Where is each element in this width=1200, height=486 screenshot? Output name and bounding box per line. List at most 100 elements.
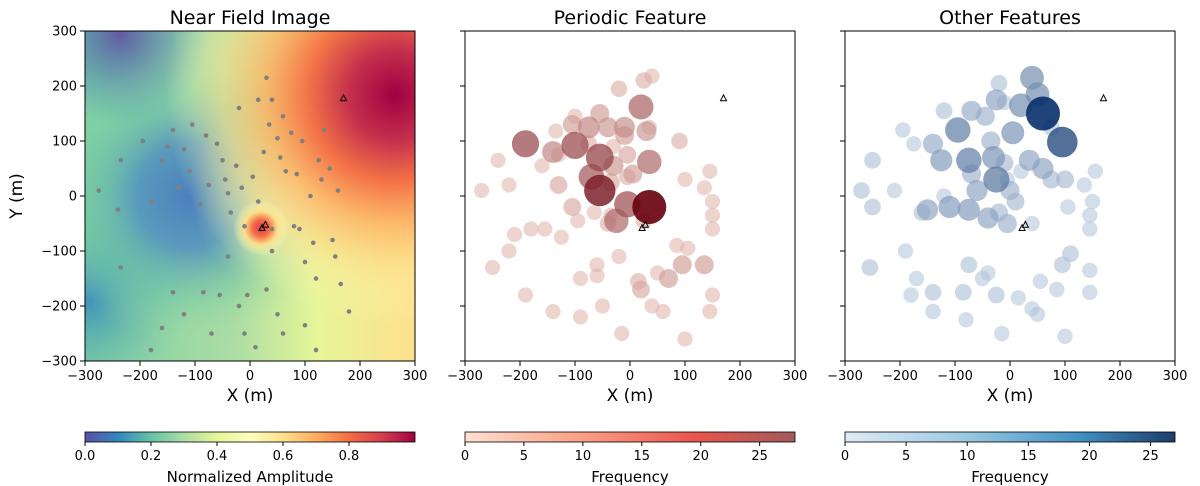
data-point	[549, 176, 568, 194]
station-point	[198, 201, 203, 207]
station-point	[115, 207, 121, 213]
data-point	[906, 136, 922, 152]
data-point	[585, 143, 614, 172]
x-tick-label: 300	[1163, 369, 1188, 384]
station-point	[217, 292, 223, 298]
station-point	[288, 130, 294, 136]
data-point	[517, 287, 534, 303]
data-point	[632, 190, 667, 224]
data-point	[864, 198, 881, 216]
data-point	[589, 268, 605, 284]
station-point	[118, 157, 124, 163]
data-point	[553, 229, 569, 245]
data-point	[1056, 170, 1074, 189]
colorbar-tick-label: 0.4	[207, 449, 228, 464]
heatmap-image	[85, 31, 415, 361]
station-markers	[96, 75, 352, 353]
station-point	[239, 185, 245, 191]
periodic-feature-panel	[473, 68, 728, 347]
data-point	[614, 116, 635, 138]
data-point	[704, 207, 721, 223]
x-tick-label: −300	[67, 369, 103, 384]
triangle-marker	[641, 220, 650, 228]
data-point	[484, 259, 501, 276]
data-point	[671, 132, 688, 150]
data-point	[577, 116, 600, 139]
data-point	[511, 130, 540, 158]
data-point	[908, 270, 925, 287]
station-point	[297, 226, 302, 232]
x-tick-label: 200	[1108, 369, 1133, 384]
data-point	[677, 171, 693, 188]
station-point	[233, 163, 239, 169]
near-field-panel	[85, 31, 415, 361]
data-point	[523, 221, 539, 237]
x-tick-label: 100	[1053, 369, 1078, 384]
station-point	[220, 157, 225, 163]
x-tick-label: −200	[502, 369, 538, 384]
station-point	[148, 199, 154, 204]
station-point	[332, 254, 338, 259]
x-tick-label: 100	[673, 369, 698, 384]
data-point	[589, 257, 605, 273]
data-point	[570, 213, 586, 229]
data-point	[473, 182, 490, 199]
y-tick-label: −100	[41, 245, 77, 260]
data-point	[956, 147, 982, 173]
station-point	[275, 311, 280, 317]
x-tick-label: −200	[882, 369, 918, 384]
data-point	[982, 146, 1005, 169]
colorbar-other-frequency	[844, 431, 1176, 443]
data-point	[542, 141, 564, 163]
colorbar-tick-label: 25	[751, 449, 768, 464]
data-point	[1084, 193, 1101, 210]
data-point	[1010, 290, 1026, 306]
station-point	[209, 331, 214, 336]
station-point	[294, 171, 300, 177]
colorbar-tick-label: 25	[1142, 449, 1159, 464]
x-tick-label: −100	[557, 369, 593, 384]
data-point	[974, 270, 991, 287]
x-axis-label: X (m)	[987, 386, 1034, 406]
station-point	[225, 190, 231, 196]
triangle-marker	[1021, 220, 1030, 228]
data-point	[990, 74, 1008, 92]
data-point	[1032, 273, 1049, 289]
colorbar-tick-label: 0.6	[273, 449, 294, 464]
data-point	[501, 243, 517, 259]
station-point	[214, 141, 220, 147]
axes-frames: −300 −200 −100 0 100 200 300 −300 −200 −100 0 100 20…	[41, 25, 1187, 385]
x-tick-label: −300	[447, 369, 483, 384]
station-point	[264, 287, 269, 292]
data-point	[954, 283, 972, 301]
x-tick-label: −200	[122, 369, 158, 384]
x-axis-label: X (m)	[227, 386, 274, 406]
station-point	[242, 331, 247, 336]
y-axis-label: Y (m)	[7, 173, 27, 220]
data-point	[696, 180, 712, 196]
data-point	[704, 193, 721, 210]
station-point	[225, 254, 231, 259]
colorbar-tick-label: 20	[692, 449, 709, 464]
data-point	[537, 221, 553, 237]
colorbar-amplitude	[84, 431, 416, 443]
data-point	[677, 331, 693, 347]
triangle-marker	[339, 93, 348, 102]
data-point	[925, 303, 941, 320]
data-point	[903, 287, 919, 303]
data-point	[1001, 121, 1025, 145]
station-point	[181, 146, 187, 152]
station-point	[244, 292, 250, 298]
x-tick-label: 200	[728, 369, 753, 384]
data-point	[632, 280, 650, 299]
triangle-marker	[719, 93, 728, 102]
station-point	[236, 105, 242, 111]
station-point	[266, 122, 272, 127]
station-point	[261, 149, 267, 155]
station-point	[250, 174, 256, 180]
x-tick-label: 100	[293, 369, 318, 384]
station-point	[269, 226, 275, 232]
other-features-panel	[853, 65, 1108, 344]
station-point	[308, 193, 313, 199]
data-point	[895, 122, 911, 138]
